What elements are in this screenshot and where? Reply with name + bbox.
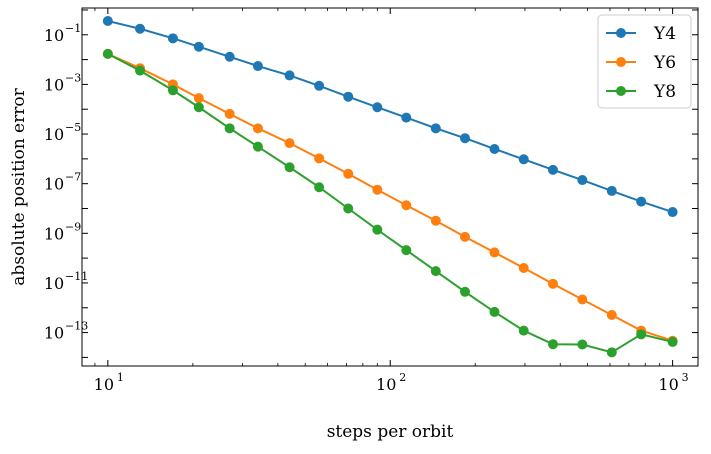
legend: Y4 Y6 Y8 xyxy=(597,14,692,109)
plot-frame xyxy=(81,7,699,367)
data-point-y8 xyxy=(135,65,146,76)
y-tick-label: 10 xyxy=(44,274,64,293)
data-point-y4 xyxy=(193,41,204,52)
legend-label-y6: Y6 xyxy=(653,53,676,73)
series-line-y6 xyxy=(107,52,673,342)
data-point-y8 xyxy=(577,339,588,350)
data-point-y6 xyxy=(224,108,235,119)
legend-marker-y8 xyxy=(616,86,626,96)
data-point-y4 xyxy=(167,33,178,44)
data-point-y8 xyxy=(284,162,295,173)
legend-box xyxy=(597,14,692,109)
data-point-y8 xyxy=(430,266,441,277)
data-point-y6 xyxy=(430,215,441,226)
data-point-y6 xyxy=(518,263,529,274)
x-tick-label: 10 xyxy=(94,375,114,394)
data-point-y4 xyxy=(577,175,588,186)
data-point-y6 xyxy=(343,168,354,179)
data-point-y4 xyxy=(102,15,113,26)
data-point-y4 xyxy=(489,143,500,154)
data-point-y8 xyxy=(102,48,113,59)
series-line-y4 xyxy=(107,20,673,213)
data-point-y4 xyxy=(667,207,678,218)
x-axis-label: steps per orbit xyxy=(327,422,454,442)
data-point-y8 xyxy=(252,141,263,152)
data-point-y8 xyxy=(667,336,678,347)
marks-layer xyxy=(102,15,678,358)
data-point-y6 xyxy=(401,200,412,211)
legend-label-y4: Y4 xyxy=(653,24,676,44)
y-tick-exponent: −9 xyxy=(65,220,81,233)
data-point-y6 xyxy=(372,184,383,195)
y-tick-exponent: −7 xyxy=(65,171,81,184)
data-point-y6 xyxy=(489,247,500,258)
data-point-y4 xyxy=(252,61,263,72)
y-tick-exponent: −13 xyxy=(65,320,88,333)
legend-label-y8: Y8 xyxy=(653,82,676,102)
data-point-y8 xyxy=(224,123,235,134)
y-tick-exponent: −3 xyxy=(65,71,81,84)
data-point-y6 xyxy=(577,294,588,305)
data-point-y4 xyxy=(606,185,617,196)
data-point-y4 xyxy=(636,196,647,207)
data-point-y8 xyxy=(372,224,383,235)
data-point-y8 xyxy=(636,329,647,340)
y-tick-exponent: −5 xyxy=(65,121,81,134)
data-point-y8 xyxy=(167,85,178,96)
data-point-y6 xyxy=(284,138,295,149)
data-point-y6 xyxy=(314,153,325,164)
data-point-y8 xyxy=(314,182,325,193)
data-point-y6 xyxy=(547,278,558,289)
data-point-y4 xyxy=(518,154,529,165)
y-tick-label: 10 xyxy=(44,175,64,194)
data-point-y4 xyxy=(430,123,441,134)
data-point-y4 xyxy=(224,51,235,62)
data-point-y8 xyxy=(518,325,529,336)
data-point-y6 xyxy=(193,93,204,104)
data-point-y8 xyxy=(460,286,471,297)
y-tick-label: 10 xyxy=(44,324,64,343)
data-point-y4 xyxy=(135,23,146,34)
data-point-y8 xyxy=(343,203,354,214)
data-point-y8 xyxy=(489,306,500,317)
y-tick-label: 10 xyxy=(44,75,64,94)
x-tick-exponent: 1 xyxy=(117,371,124,384)
data-point-y4 xyxy=(460,133,471,144)
data-point-y4 xyxy=(343,91,354,102)
x-tick-exponent: 2 xyxy=(399,371,406,384)
x-tick-exponent: 3 xyxy=(682,371,689,384)
legend-marker-y4 xyxy=(616,28,626,38)
data-point-y4 xyxy=(314,80,325,91)
y-tick-label: 10 xyxy=(44,125,64,144)
data-point-y4 xyxy=(547,164,558,175)
y-axis-label: absolute position error xyxy=(9,87,29,285)
y-tick-label: 10 xyxy=(44,26,64,45)
data-point-y4 xyxy=(372,102,383,113)
y-tick-label: 10 xyxy=(44,224,64,243)
x-tick-label: 10 xyxy=(658,375,678,394)
data-point-y8 xyxy=(193,102,204,113)
data-point-y8 xyxy=(606,347,617,358)
data-point-y6 xyxy=(460,231,471,242)
legend-marker-y6 xyxy=(616,57,626,67)
data-point-y6 xyxy=(252,123,263,134)
data-point-y4 xyxy=(401,112,412,123)
data-point-y6 xyxy=(606,310,617,321)
data-point-y4 xyxy=(284,70,295,81)
data-point-y8 xyxy=(401,245,412,256)
y-tick-exponent: −1 xyxy=(65,22,81,35)
x-tick-label: 10 xyxy=(376,375,396,394)
y-tick-exponent: −11 xyxy=(65,270,88,283)
data-point-y8 xyxy=(547,339,558,350)
